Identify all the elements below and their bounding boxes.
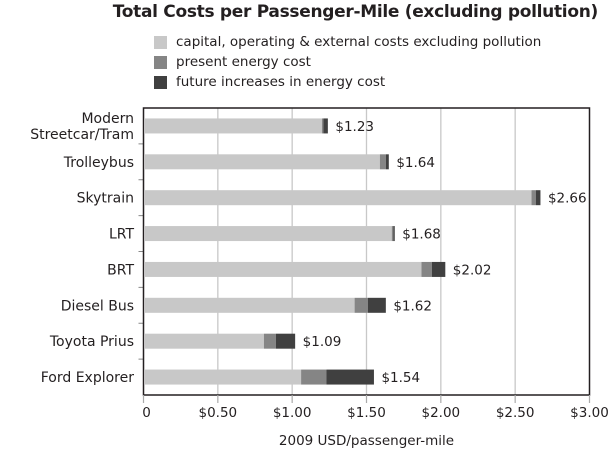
bar-segment-future-energy bbox=[385, 154, 389, 170]
total-value-label: $1.64 bbox=[396, 155, 435, 171]
legend-label-capital: capital, operating & external costs excl… bbox=[176, 34, 542, 50]
bar-segment-present-energy bbox=[421, 261, 432, 277]
total-value-label: $2.66 bbox=[548, 191, 587, 207]
bar-segment-capital bbox=[145, 118, 322, 134]
category-label: Toyota Prius bbox=[49, 334, 134, 350]
bar-segment-capital bbox=[145, 154, 380, 170]
legend-swatch-future-energy bbox=[154, 75, 167, 89]
total-value-label: $1.09 bbox=[303, 334, 342, 350]
bar-segment-future-energy bbox=[368, 297, 386, 313]
legend-item-future-energy: future increases in energy cost bbox=[154, 72, 541, 92]
bar-segment-future-energy bbox=[535, 190, 541, 206]
bar-segment-present-energy bbox=[379, 154, 386, 170]
total-value-label: $1.62 bbox=[393, 298, 432, 314]
x-tick-label: $2.50 bbox=[496, 405, 535, 421]
bar-segment-present-energy bbox=[321, 118, 324, 134]
legend-label-present-energy: present energy cost bbox=[176, 54, 311, 70]
x-axis-title: 2009 USD/passenger-mile bbox=[279, 433, 454, 449]
bar-segment-capital bbox=[145, 333, 264, 349]
legend-item-capital: capital, operating & external costs excl… bbox=[154, 32, 541, 52]
bar-segment-capital bbox=[145, 369, 302, 385]
bar-segment-present-energy bbox=[301, 369, 327, 385]
category-label: Streetcar/Tram bbox=[30, 127, 134, 143]
bar-segment-present-energy bbox=[354, 297, 368, 313]
category-label: LRT bbox=[109, 227, 135, 243]
x-tick-label: $2.00 bbox=[422, 405, 461, 421]
category-label: Modern bbox=[81, 111, 134, 127]
bar-segment-present-energy bbox=[263, 333, 276, 349]
x-tick-label: 0 bbox=[142, 405, 151, 421]
bar-segment-present-energy bbox=[531, 190, 536, 206]
category-label: Diesel Bus bbox=[61, 298, 134, 314]
total-value-label: $2.02 bbox=[453, 262, 492, 278]
total-value-label: $1.68 bbox=[402, 227, 441, 243]
category-label: Trolleybus bbox=[63, 155, 134, 171]
bar-segment-present-energy bbox=[391, 226, 394, 242]
x-tick-label: $1.00 bbox=[273, 405, 312, 421]
bar-segment-future-energy bbox=[323, 118, 328, 134]
bar-segment-capital bbox=[145, 190, 532, 206]
category-label: Skytrain bbox=[77, 191, 134, 207]
legend-swatch-present-energy bbox=[154, 55, 167, 69]
bar-segment-future-energy bbox=[326, 369, 374, 385]
category-label: BRT bbox=[107, 262, 134, 278]
total-value-label: $1.23 bbox=[335, 119, 374, 135]
legend-label-future-energy: future increases in energy cost bbox=[176, 74, 386, 90]
bar-segment-future-energy bbox=[275, 333, 296, 349]
bar-segment-capital bbox=[145, 297, 355, 313]
x-tick-label: $1.50 bbox=[347, 405, 386, 421]
category-label: Ford Explorer bbox=[41, 370, 135, 386]
x-tick-label: $0.50 bbox=[199, 405, 238, 421]
bar-segment-future-energy bbox=[431, 261, 446, 277]
bar-segment-capital bbox=[145, 261, 422, 277]
x-tick-label: $3.00 bbox=[570, 405, 609, 421]
legend: capital, operating & external costs excl… bbox=[154, 32, 541, 92]
chart-title: Total Costs per Passenger-Mile (excludin… bbox=[112, 2, 599, 22]
legend-swatch-capital bbox=[154, 35, 167, 49]
total-value-label: $1.54 bbox=[381, 370, 420, 386]
legend-item-present-energy: present energy cost bbox=[154, 52, 541, 72]
bar-segment-capital bbox=[145, 226, 392, 242]
bar-segment-future-energy bbox=[393, 226, 395, 242]
